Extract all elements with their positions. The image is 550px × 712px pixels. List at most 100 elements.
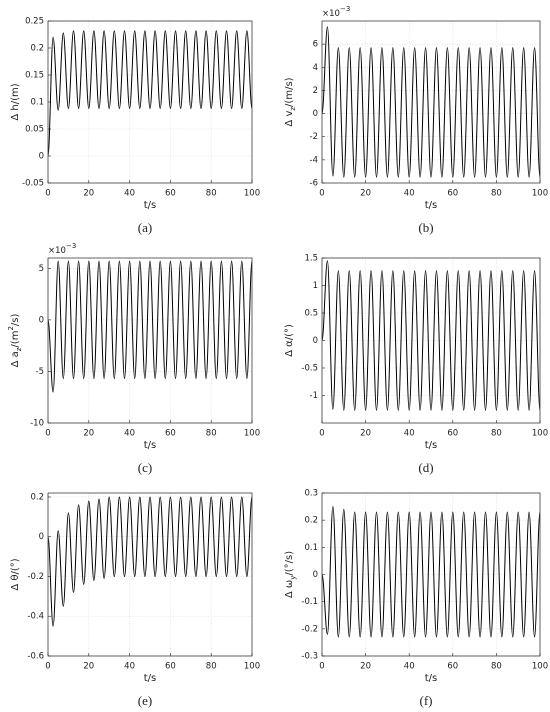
y-tick-label: 0.2 [30, 492, 44, 502]
series-line [47, 260, 253, 393]
plot-frame [321, 20, 541, 184]
y-tick-label: 0 [313, 336, 318, 346]
plot-area [322, 493, 540, 656]
plot-area [322, 21, 540, 183]
y-tick-label: -5 [36, 367, 44, 377]
x-tick-label: 100 [532, 189, 548, 199]
y-tick-label: -2 [310, 132, 318, 142]
label-part: Δ a [10, 351, 21, 367]
y-tick-label: -0.4 [27, 612, 44, 622]
y-tick-label: 0.5 [304, 309, 318, 319]
label-part: /(°/s) [284, 551, 295, 576]
y-tick-label: 0.2 [30, 44, 44, 54]
y-tick-label: 0.25 [25, 17, 44, 27]
y-tick-label: -0.3 [301, 652, 318, 662]
x-tick-label: 60 [165, 429, 176, 439]
label-part: /s) [10, 313, 21, 326]
x-tick-label: 60 [447, 189, 458, 199]
y-tick-label: 0.15 [25, 71, 44, 81]
plot-frame [321, 257, 541, 424]
x-tick-label: 20 [83, 429, 94, 439]
y-tick-label: -0.6 [27, 652, 44, 662]
axis-exponent: ×10−3 [322, 5, 350, 19]
x-tick-label: 100 [244, 189, 260, 199]
x-tick-label: 0 [45, 429, 50, 439]
label-part: −3 [66, 242, 76, 250]
y-tick-label: -0.5 [301, 364, 318, 374]
label-part: z [15, 347, 23, 351]
plot-frame [47, 257, 253, 424]
label-part: −3 [340, 5, 350, 13]
label-part: /(m [10, 331, 21, 348]
label-part: z [289, 107, 297, 111]
label-part: Δ θ/(°) [10, 558, 21, 590]
plot-frame [47, 20, 253, 184]
y-tick-label: 0.3 [304, 489, 318, 499]
x-tick-label: 60 [447, 662, 458, 672]
x-tick-label: 100 [532, 429, 548, 439]
x-tick-label: 80 [491, 429, 502, 439]
label-part: Δ h/(m) [10, 83, 21, 120]
x-tick-label: 20 [360, 429, 371, 439]
y-tick-label: 0 [39, 315, 44, 325]
x-tick-label: 40 [404, 662, 415, 672]
y-tick-label: 0 [39, 532, 44, 542]
x-tick-label: 20 [360, 662, 371, 672]
subplot-caption: (f) [420, 693, 433, 708]
x-tick-label: 100 [532, 662, 548, 672]
y-tick-label: 6 [313, 40, 318, 50]
x-tick-label: 80 [206, 429, 217, 439]
y-axis-label: Δ vz/(m/s) [284, 77, 297, 126]
y-tick-label: -0.05 [22, 179, 44, 189]
x-tick-label: 0 [319, 429, 324, 439]
subplot-caption: (e) [138, 693, 152, 708]
series-line [47, 496, 253, 627]
y-tick-label: 0.05 [25, 125, 44, 135]
x-tick-label: 60 [165, 662, 176, 672]
x-tick-label: 80 [206, 189, 217, 199]
x-axis-label: t/s [144, 673, 157, 684]
x-tick-label: 0 [319, 189, 324, 199]
x-tick-label: 40 [124, 429, 135, 439]
subplot-caption: (b) [418, 220, 433, 235]
subplot-caption: (a) [138, 220, 152, 235]
y-tick-label: -0.2 [27, 572, 44, 582]
x-tick-label: 60 [447, 429, 458, 439]
label-part: Δ v [284, 111, 295, 127]
y-axis-label: Δ ωy/(°/s) [284, 551, 297, 598]
series-line [321, 506, 541, 638]
x-tick-label: 80 [491, 662, 502, 672]
y-tick-label: 0 [313, 109, 318, 119]
x-axis-label: t/s [144, 440, 157, 451]
series-line [47, 30, 253, 157]
subplot-caption: (d) [418, 460, 433, 475]
x-axis-label: t/s [425, 200, 438, 211]
y-axis-label: Δ α/(°) [284, 324, 295, 357]
series-line [321, 26, 541, 178]
x-tick-label: 40 [124, 662, 135, 672]
x-tick-label: 80 [206, 662, 217, 672]
plot-frame [321, 492, 541, 657]
label-part: Δ α/(°) [284, 324, 295, 357]
y-axis-label: Δ h/(m) [10, 83, 21, 120]
y-tick-label: 0.1 [304, 543, 318, 553]
x-tick-label: 20 [83, 662, 94, 672]
label-part: /(m/s) [284, 77, 295, 107]
y-tick-label: 0 [313, 570, 318, 580]
x-tick-label: 40 [124, 189, 135, 199]
plot-area [48, 493, 252, 656]
x-tick-label: 40 [404, 429, 415, 439]
x-tick-label: 0 [319, 662, 324, 672]
x-tick-label: 60 [165, 189, 176, 199]
x-tick-label: 20 [360, 189, 371, 199]
subplot-caption: (c) [138, 460, 152, 475]
series-line [321, 260, 541, 411]
plot-area [322, 258, 540, 423]
y-axis-label: Δ θ/(°) [10, 558, 21, 590]
label-part: ×10 [48, 246, 66, 256]
x-axis-label: t/s [425, 673, 438, 684]
x-tick-label: 40 [404, 189, 415, 199]
y-tick-label: -0.1 [301, 597, 318, 607]
label-part: Δ ω [284, 580, 295, 598]
